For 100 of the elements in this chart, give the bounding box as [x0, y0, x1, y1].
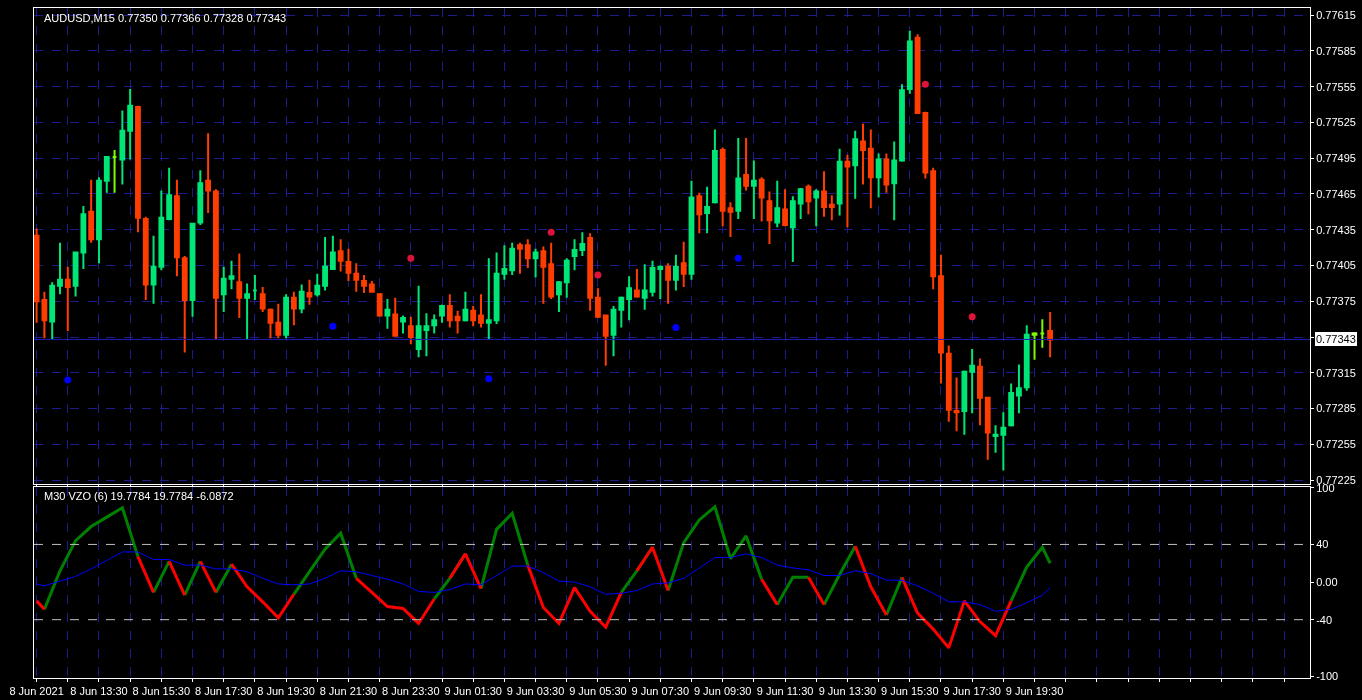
- y-tick-label: 0.77255: [1316, 438, 1356, 451]
- candlestick: [875, 152, 882, 199]
- candlestick: [368, 280, 375, 293]
- candlestick: [228, 259, 235, 291]
- candlestick: [649, 259, 656, 298]
- candlestick: [205, 132, 212, 215]
- candlestick: [127, 88, 134, 161]
- candlestick: [337, 238, 344, 273]
- candlestick: [259, 285, 266, 314]
- y-tick-label: 40: [1316, 538, 1329, 551]
- candlestick: [938, 253, 944, 385]
- candlestick: [789, 195, 796, 263]
- candlestick: [158, 189, 165, 272]
- candlestick: [236, 252, 243, 319]
- y-tick-label: 0.77315: [1316, 366, 1356, 379]
- candlestick: [345, 247, 352, 283]
- candlestick: [891, 140, 898, 222]
- candlestick: [571, 238, 578, 272]
- candlestick: [805, 183, 812, 216]
- y-tick-label: 0.00: [1316, 575, 1338, 588]
- candlestick: [595, 287, 601, 319]
- candlestick: [446, 293, 453, 329]
- candlestick: [548, 241, 555, 300]
- candlestick: [251, 274, 258, 302]
- candlestick: [135, 104, 141, 234]
- candlestick: [524, 238, 531, 269]
- candlestick: [275, 302, 282, 340]
- candlestick: [883, 152, 890, 194]
- y-tick-label: 0.77585: [1316, 44, 1356, 57]
- candlestick: [797, 187, 804, 221]
- candlestick: [618, 295, 625, 329]
- candlestick: [813, 188, 820, 228]
- candlestick: [930, 166, 937, 291]
- candlestick: [634, 268, 640, 299]
- candlestick: [1016, 363, 1022, 415]
- candlestick: [64, 265, 71, 333]
- candlestick: [244, 282, 251, 341]
- candlestick: [454, 309, 461, 335]
- point: [407, 254, 415, 262]
- point: [594, 271, 602, 279]
- candlestick: [945, 344, 952, 423]
- candlestick: [657, 264, 664, 300]
- x-tick-label: 9 Jun 09:30: [693, 685, 752, 698]
- candlestick: [485, 257, 492, 341]
- candlestick: [844, 153, 851, 229]
- candlestick: [501, 244, 508, 281]
- candlestick: [509, 241, 516, 277]
- x-tick-label: 8 Jun 21:30: [319, 685, 378, 698]
- candlestick: [361, 274, 367, 294]
- point: [672, 324, 680, 332]
- candlestick: [906, 29, 913, 95]
- point: [485, 375, 493, 383]
- candlestick: [672, 253, 679, 292]
- candlestick: [587, 232, 594, 312]
- x-tick-label: 9 Jun 07:30: [631, 685, 690, 698]
- x-tick-label: 9 Jun 03:30: [506, 685, 565, 698]
- candlestick: [688, 179, 695, 281]
- candlestick: [517, 241, 523, 275]
- line-series: [36, 551, 1051, 612]
- candlestick: [111, 148, 118, 194]
- x-tick-label: 8 Jun 17:30: [194, 685, 253, 698]
- candlestick: [439, 303, 445, 324]
- candlestick: [470, 305, 477, 328]
- x-tick-label: 8 Jun 19:30: [257, 685, 315, 698]
- chart-title: AUDUSD,M15 0.77350 0.77366 0.77328 0.77343: [44, 12, 287, 24]
- candlestick: [80, 204, 87, 271]
- candlestick: [977, 357, 983, 427]
- candlestick: [1023, 324, 1030, 392]
- y-tick-label: -100: [1316, 669, 1339, 682]
- candlestick: [298, 283, 305, 315]
- candlestick: [306, 278, 313, 306]
- candlestick: [984, 395, 991, 461]
- x-tick-label: 9 Jun 17:30: [943, 685, 1001, 698]
- x-tick-label: 9 Jun 01:30: [444, 685, 502, 698]
- candlestick: [88, 178, 95, 244]
- candlestick: [322, 235, 328, 292]
- y-tick-label: 0.77615: [1316, 9, 1356, 21]
- candlestick: [314, 272, 321, 298]
- candlestick: [626, 275, 633, 322]
- candlestick: [213, 188, 219, 341]
- y-tick-label: 0.77375: [1316, 295, 1356, 308]
- point: [968, 313, 976, 321]
- x-tick-label: 9 Jun 19:30: [1005, 685, 1064, 698]
- candlestick: [49, 281, 56, 341]
- candlestick: [860, 122, 866, 186]
- candlestick: [735, 136, 742, 221]
- candlestick: [384, 297, 391, 330]
- candlestick: [852, 129, 859, 200]
- candlestick: [220, 265, 227, 314]
- candlestick: [142, 215, 149, 302]
- candlestick: [1008, 382, 1015, 428]
- candlestick: [478, 293, 484, 329]
- x-tick-label: 8 Jun 15:30: [132, 685, 191, 698]
- candlestick: [103, 156, 110, 194]
- candlestick: [961, 369, 968, 436]
- candlestick: [1039, 318, 1046, 349]
- candlestick: [665, 262, 672, 305]
- candlestick: [1047, 311, 1054, 359]
- chart-title: M30 VZO (6) 19.7784 19.7784 -6.0872: [44, 490, 234, 502]
- candlestick: [329, 234, 336, 271]
